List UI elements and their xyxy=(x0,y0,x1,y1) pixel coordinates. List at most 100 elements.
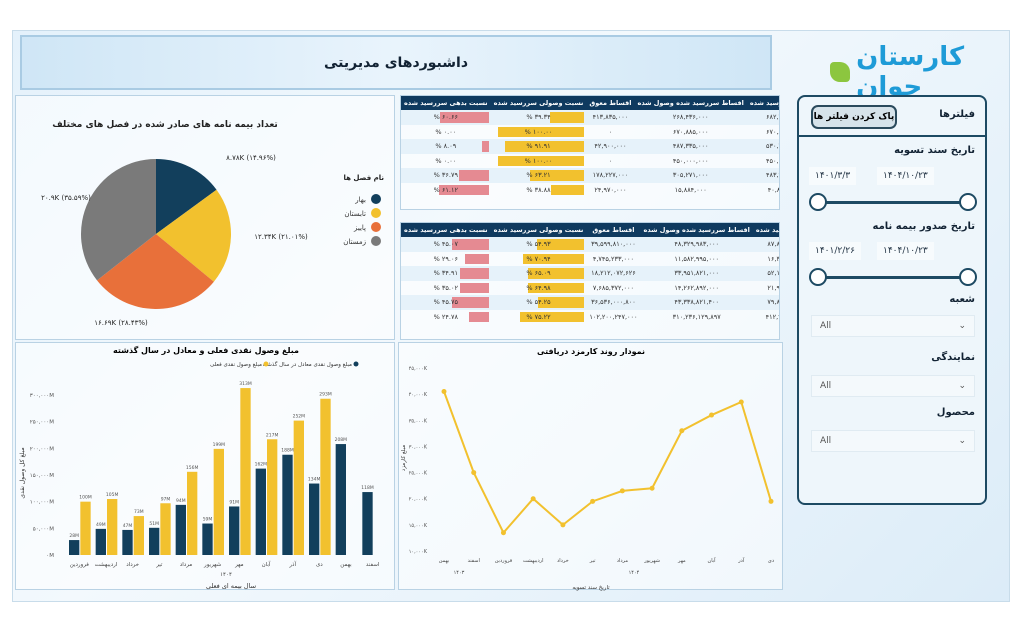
x-tick-label: اسفند xyxy=(366,562,380,568)
data-point xyxy=(500,530,506,536)
agency-dropdown[interactable]: All ⌄ xyxy=(811,375,975,397)
cell-value: ۲۴.۷۸ % xyxy=(433,312,458,321)
y-tick-label: ۳۵,۰۰۰K xyxy=(409,418,428,424)
filters-title: فیلترها xyxy=(939,109,975,120)
y-axis-label: مبلغ کارمزد xyxy=(400,445,407,472)
table-cell: ۳۶.۷۹ % xyxy=(401,168,491,183)
pie-slice-0 xyxy=(156,159,217,234)
slider-handle-start[interactable] xyxy=(809,193,827,211)
cell-value: ۶۸۲,۲۷۱,۰۰۰ xyxy=(765,113,779,122)
table-cell: ۳۴.۹۱ % xyxy=(401,266,491,281)
bar-current xyxy=(293,420,304,555)
table-row[interactable]: آذین سعیدزاده۴۰,۸۵۴,۰۰۰۱۵,۸۸۴,۰۰۰۲۴,۹۷۰,… xyxy=(401,183,779,198)
table-row[interactable]: آستارا۸۷,۸۲۹,۷۹۳,۰۰۰۴۸,۳۲۹,۹۸۳,۰۰۰۳۹,۵۹۹… xyxy=(401,237,779,252)
bar-data-label: 199M xyxy=(213,442,226,448)
table-cell: ۲۴,۹۷۰,۰۰۰ xyxy=(586,183,634,198)
line-chart-title: نمودار روند کارمزد دریافتی xyxy=(537,347,645,356)
settlement-date-from[interactable]: ۱۴۰۱/۳/۳ xyxy=(809,167,857,185)
year-label: ۱۴۰۴ xyxy=(220,572,232,578)
clear-filters-button[interactable]: پاک کردن فیلتر ها xyxy=(811,105,897,129)
cell-value: ۳۸.۸۸ % xyxy=(526,185,551,194)
table-row[interactable]: آتناسادات عسگریان۵۳۰,۲۳۵,۰۰۰۴۸۷,۳۳۵,۰۰۰۴… xyxy=(401,139,779,154)
legend-label: پاییز xyxy=(353,224,366,232)
column-header[interactable]: اقساط سررسید شده وصول شده xyxy=(640,223,753,237)
column-header[interactable]: نسبت بدهی سررسید شده xyxy=(401,96,491,110)
bar-data-label: 217M xyxy=(266,432,279,438)
page-title: داشبوردهای مدیریتی xyxy=(323,54,468,71)
column-header[interactable]: اقساط سررسید شده xyxy=(752,223,779,237)
debt-ratio-bar xyxy=(460,268,489,279)
cell-value: ۲۶۸,۴۳۶,۰۰۰ xyxy=(672,113,709,122)
column-header[interactable]: اقساط سررسید شده xyxy=(746,96,779,110)
table-cell: ۶۱.۱۲ % xyxy=(401,183,491,198)
table-row[interactable]: آتنا مجیدی۶۷۰,۸۸۵,۰۰۰۶۷۰,۸۸۵,۰۰۰۰۱۰۰.۰۰ … xyxy=(401,125,779,140)
issue-date-label: تاریخ صدور بیمه نامه xyxy=(872,221,975,232)
column-header[interactable]: نسبت وصولی سررسید شده xyxy=(490,96,587,110)
pie-slice-3 xyxy=(81,159,156,281)
table-cell: ۵۳۰,۲۳۵,۰۰۰ xyxy=(746,139,779,154)
table-row[interactable]: آتنا زمانی۶۸۲,۲۷۱,۰۰۰۲۶۸,۴۳۶,۰۰۰۴۱۳,۸۳۵,… xyxy=(401,110,779,125)
cell-value: ۵۴.۲۵ % xyxy=(526,298,551,307)
x-tick-label: بهمن xyxy=(439,558,449,564)
collected-ratio-bar xyxy=(529,170,585,181)
issue-date-from[interactable]: ۱۴۰۱/۲/۲۶ xyxy=(809,242,861,260)
y-tick-label: ۴۵,۰۰۰K xyxy=(409,366,428,372)
x-tick-label: اردیبهشت xyxy=(523,558,544,564)
table-row[interactable]: اردبیل۲۱,۹۴۸,۲۶۴,۰۰۰۱۴,۲۶۲,۸۹۲,۰۰۰۷,۶۸۵,… xyxy=(401,281,779,296)
table-cell: ۱۸,۲۱۲,۰۷۲,۶۲۶ xyxy=(586,266,641,281)
legend-swatch xyxy=(353,361,359,367)
table-cell: ۴۸۷,۳۳۵,۰۰۰ xyxy=(634,139,747,154)
table-row[interactable]: آمل۱۶,۳۲۸,۲۲۸,۰۰۰۱۱,۵۸۲,۹۹۵,۰۰۰۴,۷۴۵,۲۳۳… xyxy=(401,252,779,267)
cell-value: ۵۲,۱۶۳,۸۹۳,۶۲۶ xyxy=(767,269,780,278)
cell-value: ۷۹,۸۷۴,۸۹۴,۰۰۰ xyxy=(767,298,780,307)
collected-ratio-bar xyxy=(498,126,585,137)
bar-current xyxy=(80,501,91,555)
table-cell: ۴۵.۷۵ % xyxy=(401,295,491,310)
slider-handle-end[interactable] xyxy=(959,268,977,286)
debt-ratio-bar xyxy=(439,184,489,195)
bar-data-label: 313M xyxy=(239,381,252,387)
cell-value: ۷۰.۹۴ % xyxy=(526,254,551,263)
table-cell: ۸۷,۸۲۹,۷۹۳,۰۰۰ xyxy=(752,237,779,252)
branch-dropdown[interactable]: All ⌄ xyxy=(811,315,975,337)
product-dropdown[interactable]: All ⌄ xyxy=(811,430,975,452)
debt-ratio-bar xyxy=(439,112,489,123)
collected-ratio-bar xyxy=(550,184,585,195)
issue-date-to[interactable]: ۱۴۰۴/۱۰/۲۳ xyxy=(877,242,934,260)
debt-ratio-bar xyxy=(482,141,489,152)
settlement-date-slider[interactable] xyxy=(809,193,977,211)
column-header[interactable]: اقساط سررسید شده وصول شده xyxy=(634,96,747,110)
cell-value: ۶۴.۹۸ % xyxy=(526,283,551,292)
x-tick-label: بهمن xyxy=(340,562,352,568)
column-header[interactable]: اقساط معوق xyxy=(586,223,641,237)
table-cell: ۶۷۰,۸۸۵,۰۰۰ xyxy=(747,125,779,140)
pie-title: تعداد بیمه نامه های صادر شده در فصل های … xyxy=(52,120,278,130)
column-header[interactable]: اقساط معوق xyxy=(586,96,635,110)
table-row[interactable]: آذر معصومی۴۸۳,۴۹۸,۰۰۰۳۰۵,۲۷۱,۰۰۰۱۷۸,۲۲۷,… xyxy=(401,168,779,183)
bar-data-label: 94M xyxy=(176,498,186,504)
table-cell: ۴۵۰,۰۰۰,۰۰۰ xyxy=(747,154,779,169)
branch-label: شعبه xyxy=(949,294,975,305)
cell-value: ۴۸۳,۴۹۸,۰۰۰ xyxy=(765,171,779,180)
cell-value: ۶۱.۱۲ % xyxy=(433,185,458,194)
table-row[interactable]: اصفهان۴۱۲,۴۳۶,۳۷۶,۸۹۷۳۱۰,۲۳۶,۱۲۹,۸۹۷۱۰۲,… xyxy=(401,310,779,325)
table-cell: ۶۸۲,۲۷۱,۰۰۰ xyxy=(746,110,779,125)
table-row[interactable]: اراک۵۲,۱۶۳,۸۹۳,۶۲۶۳۳,۹۵۱,۸۲۱,۰۰۰۱۸,۲۱۲,۰… xyxy=(401,266,780,281)
table-row[interactable]: ارومیه۷۹,۸۷۴,۸۹۴,۰۰۰۴۳,۳۳۸,۸۲۱,۴۰۰۳۶,۵۳۶… xyxy=(401,295,780,310)
x-tick-label: دی xyxy=(316,562,323,568)
issue-date-slider[interactable] xyxy=(809,268,977,286)
slider-handle-end[interactable] xyxy=(959,193,977,211)
table-cell: ۴۵۰,۰۰۰,۰۰۰ xyxy=(635,154,747,169)
table-cell: ۴۲,۹۰۰,۰۰۰ xyxy=(586,139,635,154)
data-point xyxy=(619,488,625,494)
cell-value: ۷,۶۸۵,۳۷۲,۰۰۰ xyxy=(592,283,634,292)
column-header[interactable]: نسبت بدهی سررسید شده xyxy=(401,223,491,237)
slider-handle-start[interactable] xyxy=(809,268,827,286)
data-point xyxy=(590,498,596,504)
column-header[interactable]: نسبت وصولی سررسید شده xyxy=(490,223,587,237)
settlement-date-to[interactable]: ۱۴۰۴/۱۰/۲۳ xyxy=(877,167,934,185)
table-cell: ۱۴,۲۶۲,۸۹۲,۰۰۰ xyxy=(640,281,752,296)
